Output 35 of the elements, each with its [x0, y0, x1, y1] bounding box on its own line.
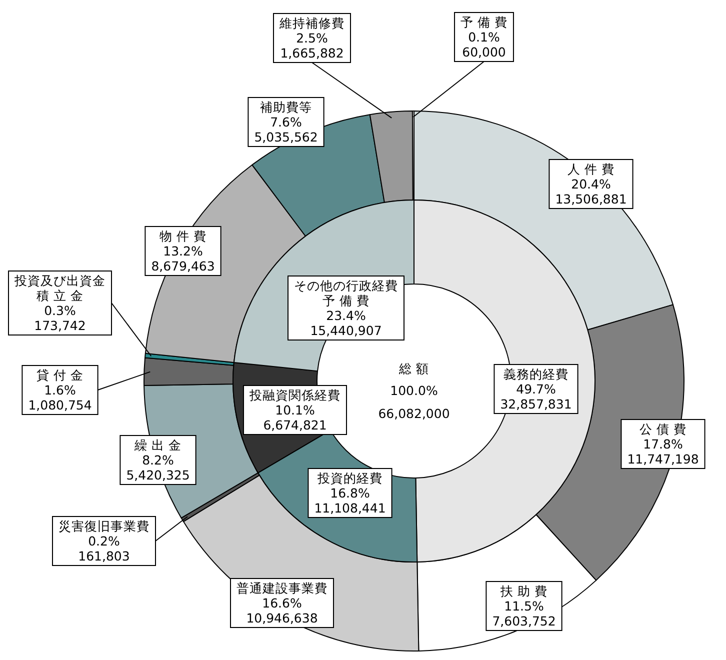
slice-label: 投資的経費: [316, 470, 382, 486]
slice-label: 物 件 費: [160, 228, 206, 244]
slice-label: その他の行政経費予 備 費: [294, 278, 398, 308]
slice-label: 予 備 費: [460, 14, 508, 30]
data-label: 0.1% 60,000: [462, 30, 506, 60]
data-label: 13.2% 8,679,463: [151, 244, 215, 274]
slice-label: 維持補修費: [278, 16, 344, 30]
slice-label: 投資及び出資金積 立 金: [14, 273, 106, 303]
data-label: 20.4% 13,506,881: [555, 176, 627, 206]
data-label: 0.2% 161,803: [78, 534, 130, 564]
data-label: 1.6% 1,080,754: [28, 382, 92, 412]
slice-label: 公 債 費: [640, 422, 686, 436]
text: 100.0%: [390, 383, 438, 398]
slice-label: 投融資関係経費: [248, 388, 340, 402]
data-label: 16.6% 10,946,638: [246, 596, 318, 626]
data-label: 10.1% 6,674,821: [263, 402, 327, 432]
data-label: 2.5% 1,665,882: [280, 30, 344, 60]
text: 総 額: [398, 361, 429, 376]
data-label: 7.6% 5,035,562: [254, 114, 318, 144]
text: 66,082,000: [378, 406, 450, 421]
data-label: 23.4% 15,440,907: [310, 308, 382, 338]
slice-label: 補助費等: [260, 100, 312, 114]
slice-label: 災害復旧事業費: [58, 518, 150, 534]
data-label: 49.7% 32,857,831: [500, 382, 572, 412]
data-label: 17.8% 11,747,198: [627, 436, 699, 466]
data-label: 8.2% 5,420,325: [126, 452, 190, 482]
data-label: 16.8% 11,108,441: [314, 486, 386, 516]
slice-label: 扶 助 費: [500, 584, 548, 598]
slice-label: 義務的経費: [504, 366, 568, 382]
slice-label: 普通建設事業費: [236, 580, 328, 596]
slice-label: 繰 出 金: [134, 438, 182, 452]
data-label: 11.5% 7,603,752: [492, 598, 556, 628]
data-label: 0.3% 173,742: [34, 303, 86, 333]
slice-label: 貸 付 金: [36, 368, 84, 382]
slice-label: 人 件 費: [568, 162, 614, 176]
